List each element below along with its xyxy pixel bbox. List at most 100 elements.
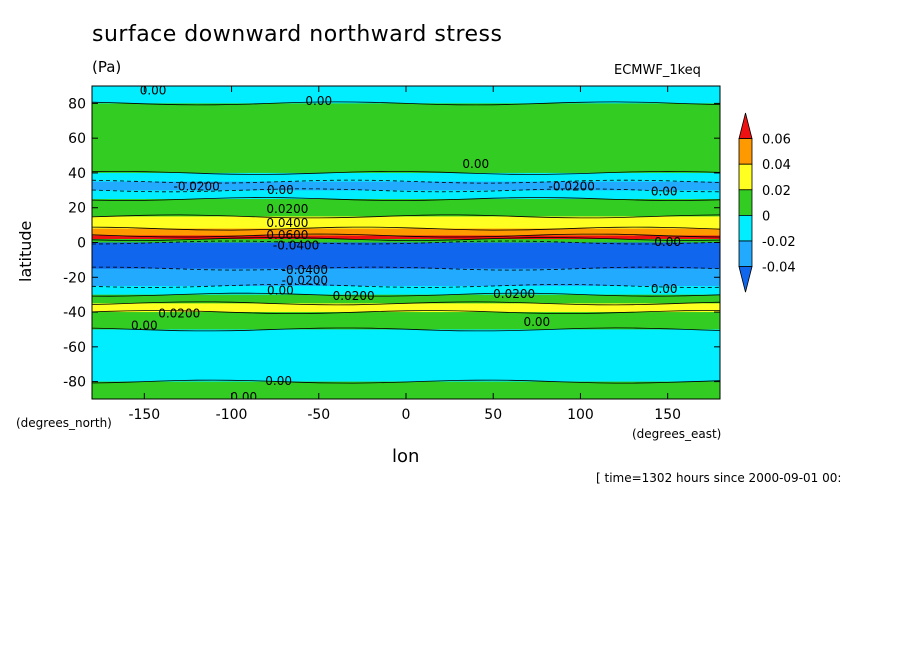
x-axis-units: (degrees_east) [632,427,722,441]
field-band [92,312,720,322]
contour-label: 0.00 [267,284,294,298]
field-band [92,155,720,165]
contour-label: 0.0200 [158,306,200,320]
contour-label: 0.00 [651,282,678,296]
contour-lines [92,101,720,384]
y-axis-units: (degrees_north) [16,416,112,430]
field-band [92,251,720,261]
field-band [92,138,720,157]
field-band [92,207,720,218]
y-tick-label: -40 [63,305,86,321]
y-tick-label: 0 [77,236,86,252]
colorbar-level-label: 0.04 [762,158,791,173]
chart-title: surface downward northward stress [92,22,503,47]
x-tick-label: 0 [402,407,411,423]
contour-label: 0.0200 [493,287,535,301]
colorbar-cap-top [738,112,753,140]
field-band [92,294,720,304]
contour-label: 0.00 [523,315,550,329]
contour-line [92,237,720,241]
contour-label: 0.00 [265,374,292,388]
contour-label: 0.00 [131,318,158,332]
y-axis: -80 -60 -40 -20 0 20 40 60 80 [63,96,720,391]
contour-line [92,214,720,219]
field-band [92,277,720,287]
colorbar-level-label: 0 [762,209,770,224]
contour-label: 0.00 [230,390,257,404]
field-band [92,285,720,296]
field-band [92,320,720,331]
field-band [92,259,720,270]
field-band [92,346,720,365]
x-tick-label: 100 [567,407,594,423]
contour-label: 0.0400 [266,216,308,230]
field-band [92,190,720,200]
field-band [92,235,720,240]
contour-line [92,379,720,384]
field-band [92,103,720,122]
contour-label: 0.00 [651,185,678,199]
contour-label: -0.0200 [549,179,595,193]
field-band [92,221,720,230]
contour-line [92,170,720,175]
field-band [92,268,720,278]
colorbar-bin [738,189,753,216]
field-band [92,199,720,209]
field-bands [92,86,720,399]
x-tick-label: -50 [307,407,330,423]
field-band [92,239,720,244]
x-axis: -150 -100 -50 0 50 100 150 [128,86,681,423]
x-axis-label: lon [392,446,420,467]
contour-label: 0.00 [305,94,332,108]
contour-line [92,327,720,332]
field-band [92,86,720,104]
colorbar-bin [738,240,753,268]
x-tick-label: 50 [484,407,502,423]
colorbar-level-label: -0.02 [762,235,796,250]
contour-line [92,301,720,306]
y-tick-label: -80 [63,375,86,391]
dataset-label: ECMWF_1keq [614,63,701,78]
contour-label: 0.00 [140,84,167,98]
x-tick-label: 150 [654,407,681,423]
contour-line [92,101,720,106]
y-tick-label: 40 [68,166,86,182]
contour-label: -0.0200 [174,179,220,193]
contour-label: 0.0600 [266,228,308,242]
x-tick-label: -100 [216,407,248,423]
chart-units: (Pa) [92,58,122,76]
contour-label: 0.00 [654,235,681,249]
colorbar-legend: 0.06 0.04 0.02 0 -0.02 -0.04 [738,112,796,293]
contour-label: 0.00 [462,157,489,171]
y-tick-label: 60 [68,131,86,147]
contour-label: -0.0400 [282,263,328,277]
contour-line [92,233,720,238]
contour-line [92,292,720,297]
y-tick-label: 80 [68,96,86,112]
time-footer: [ time=1302 hours since 2000-09-01 00: [596,471,842,485]
x-tick-label: -150 [128,407,160,423]
field-band [92,303,720,313]
field-band [92,216,720,223]
colorbar-bin [738,163,753,191]
contour-label: 0.00 [267,183,294,197]
y-tick-label: -20 [63,270,86,286]
colorbar-cap-bottom [738,266,753,293]
y-tick-label: 20 [68,201,86,217]
contour-label: 0.0200 [333,289,375,303]
colorbar-level-label: 0.02 [762,184,791,199]
field-band [92,181,720,191]
field-band [92,164,720,174]
field-band [92,228,720,237]
field-band [92,364,720,383]
contour-line [92,226,720,231]
colorbar-bin [738,214,753,242]
colorbar-level-label: 0.06 [762,133,791,148]
contour-label: -0.0200 [282,273,328,287]
contour-line [92,197,720,201]
contour-label: 0.0200 [266,202,308,216]
field-band [92,120,720,139]
field-band [92,381,720,399]
